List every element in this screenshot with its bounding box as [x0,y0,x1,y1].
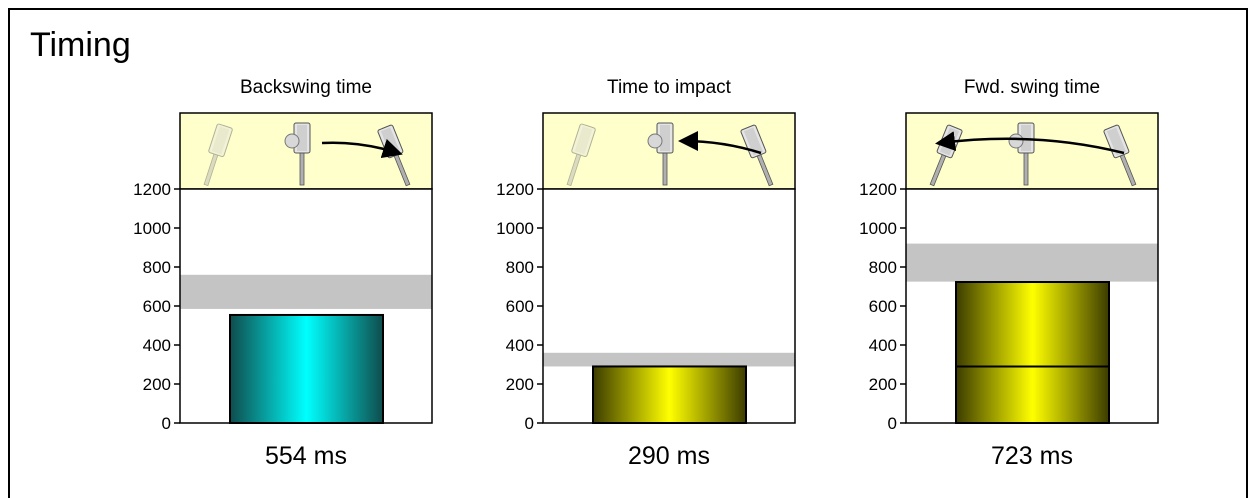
ball-icon [284,133,300,149]
reference-band [180,274,432,309]
time-to-impact-diagram-icon [566,122,774,187]
y-tick-label: 1200 [859,180,897,199]
y-tick-label: 600 [143,297,171,316]
y-tick-label: 1000 [496,219,534,238]
forward-swing-diagram-icon [929,122,1137,187]
y-tick-label: 1200 [496,180,534,199]
y-tick-label: 600 [506,297,534,316]
putter-start-icon [566,123,596,187]
chart-title: Backswing time [240,77,372,98]
backswing-diagram-icon [203,122,411,187]
bar [955,281,1110,425]
reference-band [906,243,1158,282]
y-tick-label: 400 [506,336,534,355]
ball-icon [647,133,663,149]
chart-3: Fwd. swing time 0 200 400 600 800 1000 1200 723 … [859,77,1159,470]
y-tick-label: 0 [162,414,171,433]
y-tick-label: 0 [525,414,534,433]
putter-top-icon [1103,124,1137,187]
y-tick-label: 800 [143,258,171,277]
chart-title: Fwd. swing time [964,77,1100,98]
page-title: Timing [30,26,131,64]
chart-title: Time to impact [607,77,732,98]
y-tick-label: 200 [506,375,534,394]
y-tick-label: 800 [506,258,534,277]
chart-1: Backswing time 0 200 400 600 800 1000 1200 554 m… [133,77,433,470]
arrow-icon [321,138,403,159]
putter-top-icon [740,124,774,187]
putter-start-icon [203,123,233,187]
bar [229,313,384,424]
value-label: 290 ms [628,442,710,470]
arrow-icon [678,131,762,155]
y-tick-label: 1000 [859,219,897,238]
bar [592,365,747,425]
value-label: 554 ms [265,442,347,470]
ball-icon [1008,133,1024,149]
y-tick-label: 400 [869,336,897,355]
timing-panel [8,8,1248,498]
y-tick-label: 200 [143,375,171,394]
arrow-icon [935,131,1125,155]
reference-band [543,352,795,367]
y-tick-label: 200 [869,375,897,394]
y-tick-label: 1000 [133,219,171,238]
y-tick-label: 800 [869,258,897,277]
y-tick-label: 600 [869,297,897,316]
y-tick-label: 400 [143,336,171,355]
chart-2: Time to impact 0 200 400 600 800 1000 1200 290 m… [496,77,796,470]
y-tick-label: 0 [888,414,897,433]
y-tick-label: 1200 [133,180,171,199]
value-label: 723 ms [991,442,1073,470]
